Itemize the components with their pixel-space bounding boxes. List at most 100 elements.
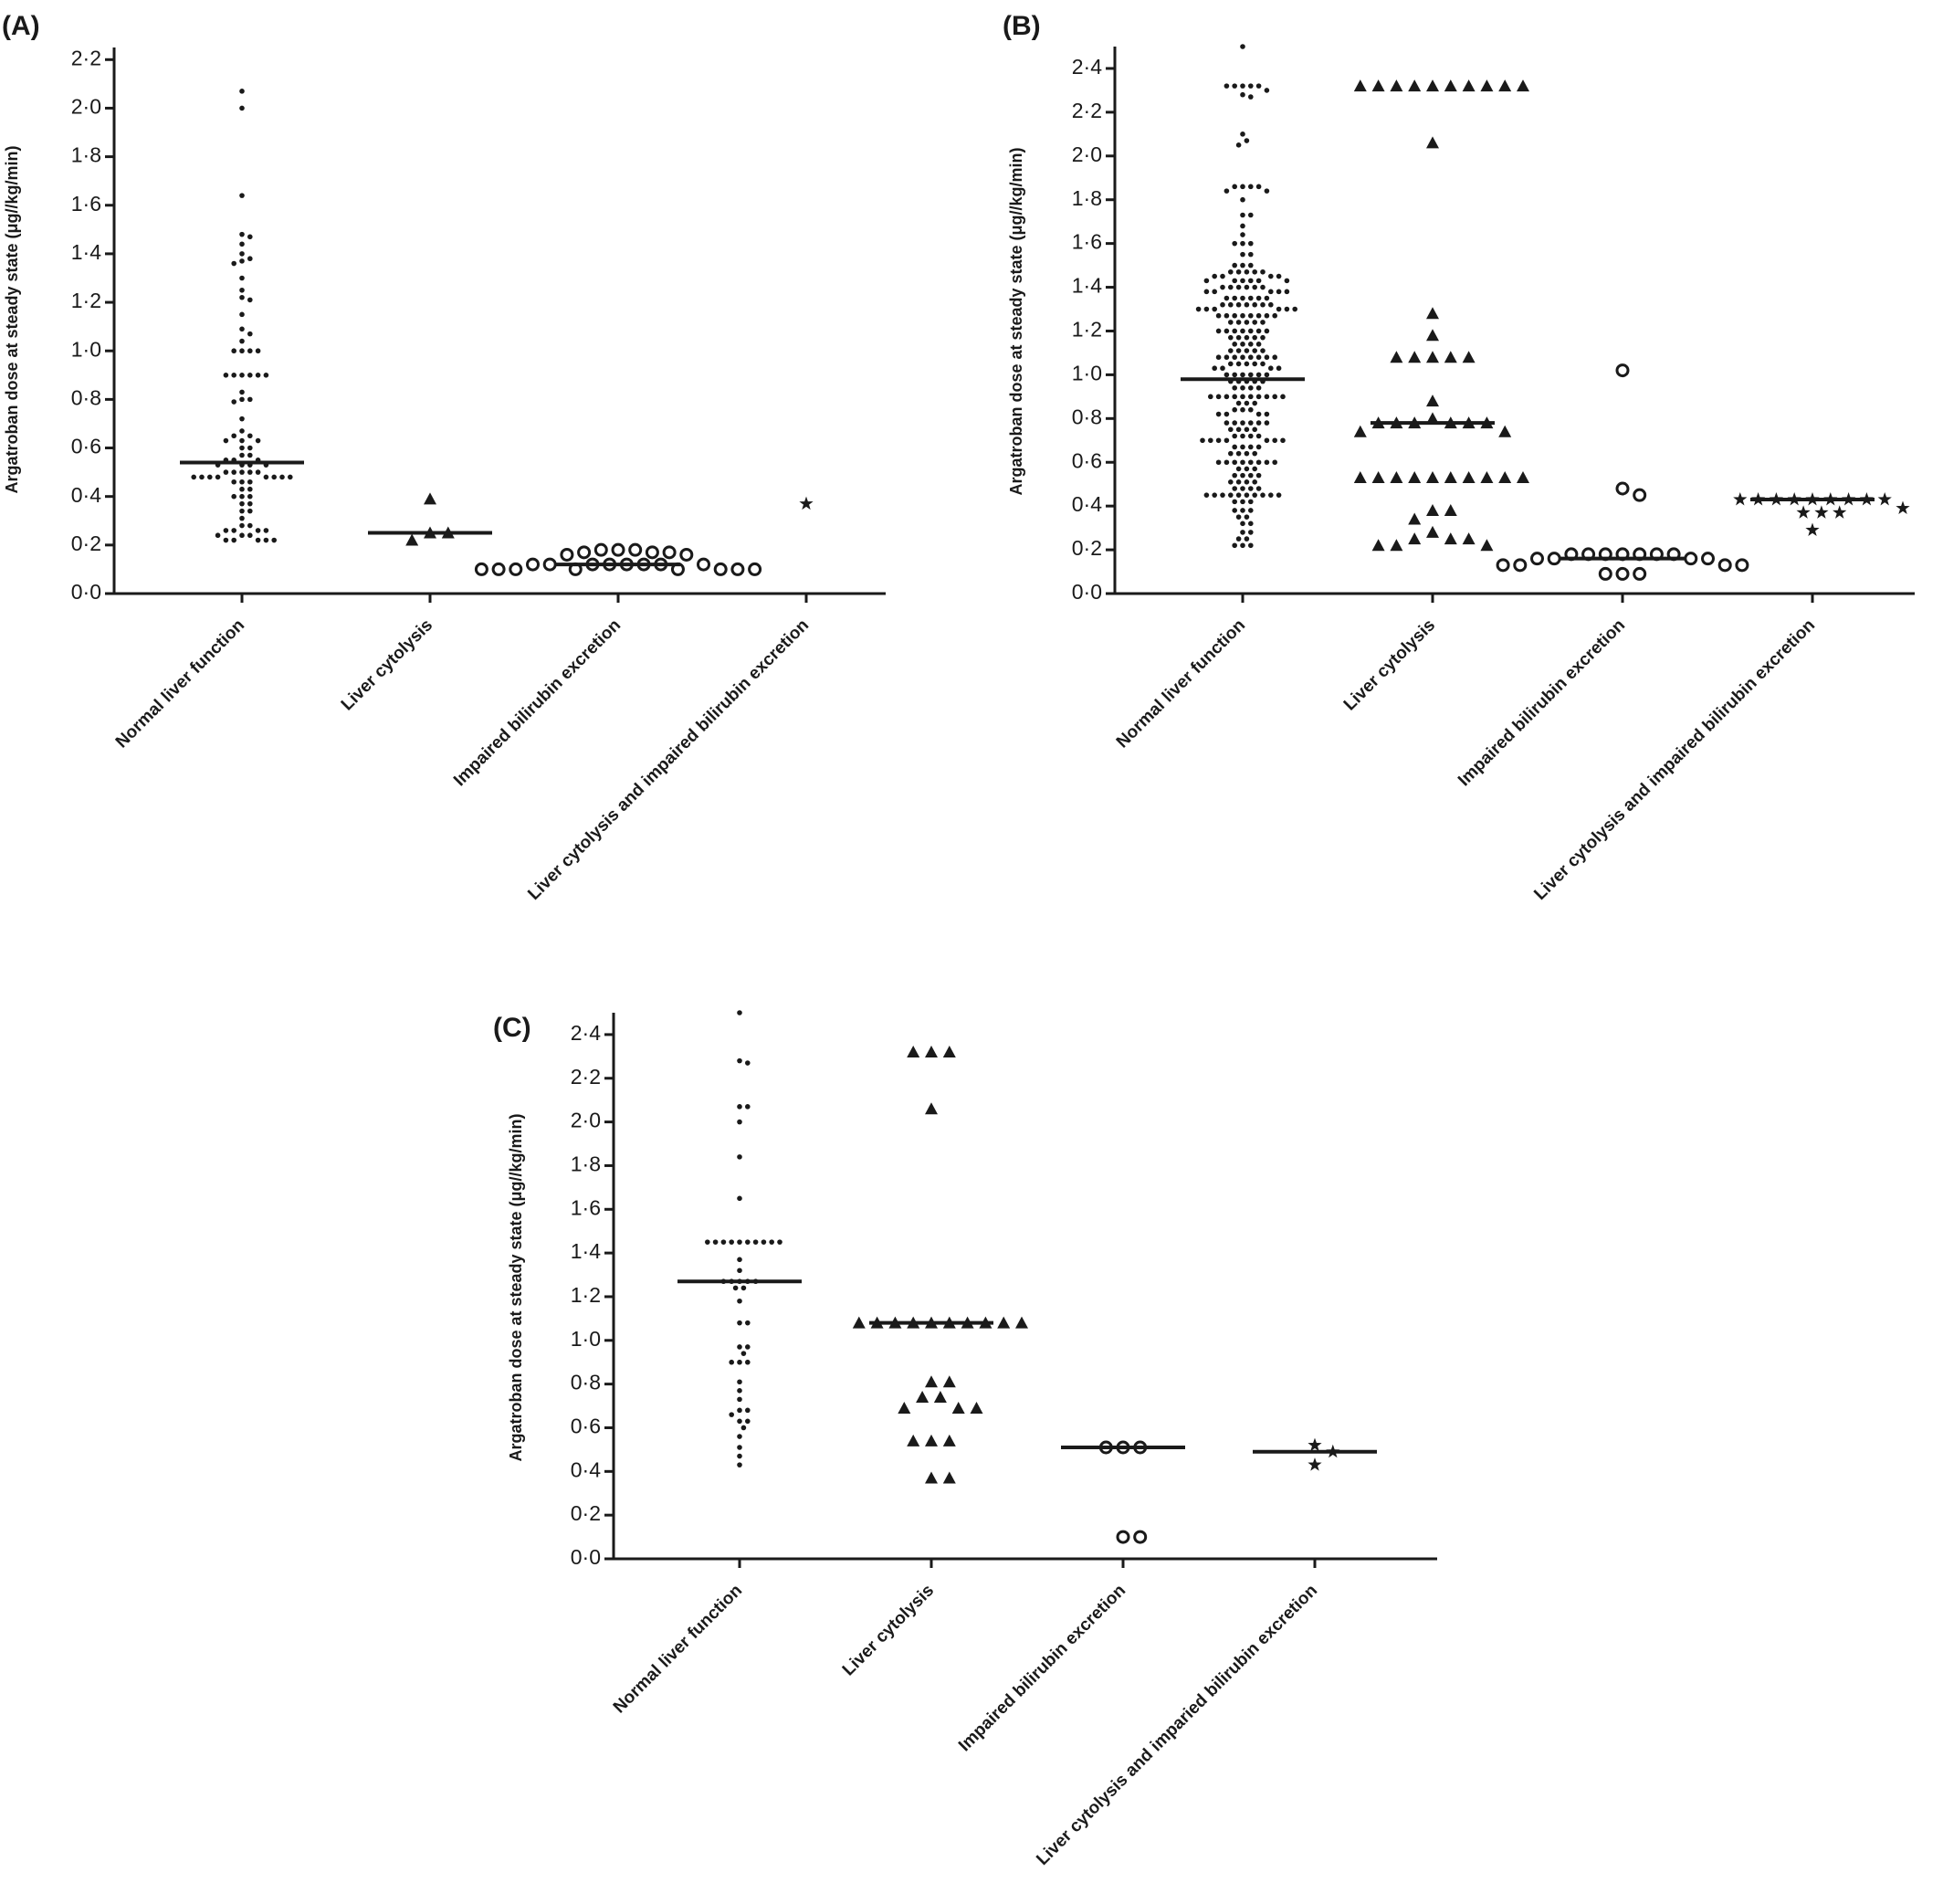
x-tick-label: Normal liver function: [112, 615, 248, 752]
data-point: [1426, 351, 1439, 363]
data-point: [239, 275, 245, 281]
data-point: [1220, 365, 1225, 372]
data-point: [1212, 365, 1217, 372]
data-point: [1408, 512, 1422, 525]
data-point: [1426, 136, 1439, 149]
data-point: [1255, 328, 1262, 334]
data-point: [1272, 437, 1277, 444]
data-point: [1240, 223, 1245, 229]
data-point: [1228, 320, 1234, 325]
data-point: [1248, 278, 1254, 284]
data-point: [1232, 295, 1237, 301]
data-point: [1133, 1530, 1148, 1544]
x-tick-label: Liver cytolysis: [839, 1581, 938, 1679]
data-point: [1240, 508, 1245, 513]
data-point: [1235, 479, 1242, 485]
data-point: [737, 1462, 742, 1467]
data-point: [1248, 433, 1254, 439]
data-point: [239, 231, 245, 237]
data-point: [1444, 503, 1457, 516]
data-point: [1248, 262, 1254, 268]
data-point: [1224, 411, 1230, 417]
data-point: [645, 545, 659, 560]
data-point: [1240, 232, 1245, 237]
data-point: [1235, 320, 1242, 325]
data-point: [255, 348, 261, 354]
data-point: [239, 500, 245, 507]
data-point: [1212, 492, 1217, 498]
data-point: [1228, 284, 1234, 290]
data-point: [1220, 284, 1225, 290]
data-point: [1426, 471, 1439, 484]
y-tick-label: 2·0: [1072, 142, 1102, 166]
data-point: [1252, 268, 1257, 275]
data-point: [1268, 492, 1274, 498]
data-point: [1276, 492, 1282, 498]
data-point: [1232, 262, 1237, 268]
data-point: [1272, 354, 1277, 361]
y-tick-label: 0·4: [571, 1457, 601, 1481]
data-point: [239, 105, 245, 111]
data-point: [1426, 525, 1439, 538]
y-axis-label: Argatroban dose at steady state (μg//kg/…: [507, 1113, 525, 1461]
data-point: [1244, 348, 1250, 353]
data-point: [1252, 450, 1257, 457]
data-point: [1203, 306, 1210, 312]
data-point: [239, 258, 245, 264]
data-point: [1240, 420, 1245, 426]
y-tick-label: 1·0: [71, 337, 101, 361]
data-point: [288, 474, 293, 480]
data-point: [1248, 184, 1254, 190]
data-point: [263, 537, 269, 543]
data-point: [737, 1298, 742, 1304]
data-point: [1224, 295, 1230, 301]
data-point: [1220, 273, 1225, 279]
data-point: [1240, 44, 1245, 49]
data-point: [1255, 372, 1262, 378]
y-tick-label: 0·2: [571, 1501, 601, 1525]
data-point: [255, 373, 261, 378]
data-point: [509, 562, 523, 576]
data-point: [745, 1320, 751, 1326]
data-point: [1220, 301, 1225, 308]
data-point: [1235, 400, 1242, 406]
y-tick-label: 1·2: [1072, 318, 1102, 342]
data-point: [1248, 312, 1254, 319]
data-point: [737, 1418, 742, 1425]
data-point: [1200, 437, 1205, 444]
data-point: [1232, 406, 1237, 413]
panel-label: (C): [493, 1013, 531, 1043]
data-point: [247, 331, 253, 337]
data-point: [247, 348, 253, 354]
y-axis-label: Argatroban dose at steady state (μg//kg/…: [3, 145, 21, 493]
data-point: [1240, 342, 1245, 347]
data-point: [752, 1239, 759, 1245]
y-tick-label: 0·8: [1072, 405, 1102, 428]
data-point: [1284, 289, 1290, 295]
data-point: [1353, 425, 1367, 437]
data-point: [1517, 471, 1529, 484]
y-tick-label: 0·4: [1072, 492, 1102, 516]
data-point: [1240, 262, 1245, 268]
data-point: [1244, 466, 1250, 472]
data-point: [925, 1046, 938, 1058]
y-tick-label: 2·4: [1072, 55, 1102, 79]
data-point: [223, 469, 229, 475]
data-point: [737, 1407, 742, 1414]
data-point: [1252, 334, 1257, 341]
data-point: [737, 1388, 742, 1394]
data-point: [1232, 312, 1237, 319]
y-axis-label: Argatroban dose at steady state (μg//kg/…: [1007, 147, 1025, 495]
data-point: [239, 287, 245, 293]
data-point: [1224, 312, 1230, 319]
data-point: [1244, 426, 1250, 433]
data-point: [1244, 536, 1250, 542]
data-point: [1280, 394, 1286, 400]
data-point: [1264, 295, 1270, 301]
data-point: [1235, 284, 1242, 290]
data-point: [1252, 320, 1257, 325]
data-point: [223, 528, 229, 533]
data-point: [1208, 437, 1213, 444]
data-point: [1255, 278, 1262, 284]
data-point: [1255, 420, 1262, 426]
